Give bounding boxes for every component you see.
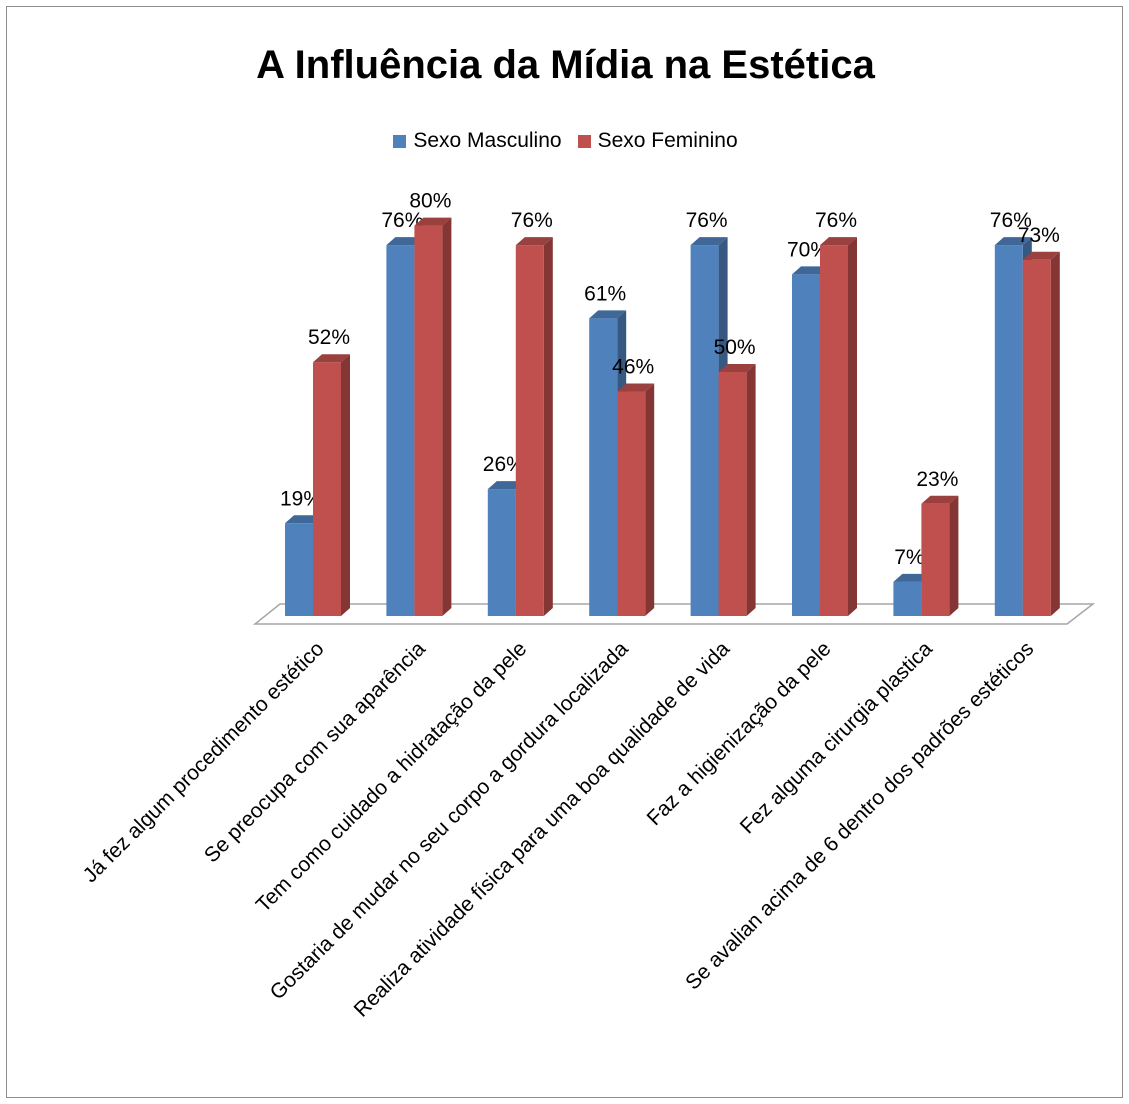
legend-item-masculino: Sexo Masculino (393, 129, 562, 153)
legend-label-feminino: Sexo Feminino (597, 129, 738, 152)
bar-side (442, 217, 452, 616)
bar-group-1: 19% 52% (280, 326, 350, 616)
data-label: 76% (511, 209, 553, 232)
bar-side (949, 495, 959, 616)
bar-group-3: 26% 76% (483, 209, 553, 616)
bar-side (746, 364, 756, 616)
bar-side (645, 383, 655, 616)
legend-label-masculino: Sexo Masculino (413, 129, 562, 152)
bar-front (487, 489, 516, 616)
bar-top (487, 481, 525, 490)
bar-group-8: 76%73% (990, 209, 1060, 616)
category-label-5: Realiza atividade física para uma boa qu… (350, 637, 735, 1022)
bar-group-6: 70%76% (787, 209, 857, 616)
bar-front (718, 372, 747, 616)
data-label: 76% (815, 209, 857, 232)
bar-group-2: 76%80% (381, 190, 451, 616)
chart-title: A Influência da Mídia na Estética (256, 43, 875, 87)
bar-front (893, 581, 922, 616)
legend: Sexo Masculino Sexo Feminino (7, 127, 1124, 155)
legend-item-feminino: Sexo Feminino (577, 129, 738, 153)
data-label: 50% (714, 336, 756, 359)
bar-feminino-1 (313, 354, 350, 616)
bar-top (515, 237, 553, 246)
bar-top (921, 495, 959, 504)
data-label: 46% (612, 356, 654, 379)
chart-floor (252, 603, 1096, 625)
data-label: 26% (483, 453, 525, 476)
bar-top (386, 237, 424, 246)
bar-top (820, 237, 857, 246)
bar-group-4: 61% 46% (584, 282, 654, 616)
bar-front (820, 245, 848, 616)
category-label-4: Gostaria de mudar no seu corpo a gordura… (266, 637, 633, 1004)
bar-top (617, 383, 655, 392)
legend-swatch-masculino (393, 134, 407, 148)
bar-feminino-6 (820, 237, 857, 616)
data-label: 76% (686, 209, 728, 232)
category-label-7: Fez alguma cirurgia plastica (736, 637, 937, 838)
bar-front (792, 274, 820, 616)
data-label: 76% (381, 209, 423, 232)
bar-front (589, 318, 618, 616)
legend-swatch-feminino (577, 134, 591, 148)
data-label: 73% (1018, 224, 1060, 247)
data-label: 7% (894, 546, 924, 569)
bar-top (589, 310, 627, 319)
bar-front (1022, 259, 1051, 616)
bar-front (386, 245, 415, 616)
bar-front (414, 225, 443, 616)
bar-front (690, 245, 719, 616)
bar-top (414, 217, 452, 226)
bar-front (515, 245, 544, 616)
bar-feminino-8 (1022, 251, 1060, 616)
data-label: 61% (584, 282, 626, 305)
bar-feminino-4 (617, 383, 655, 616)
bar-top (718, 364, 756, 372)
data-label: 19% (280, 487, 322, 510)
bar-top (994, 237, 1032, 246)
bar-front (921, 503, 950, 616)
bar-group-5: 76% 50% (686, 209, 756, 616)
category-label-8: Se avalian acima de 6 dentro dos padrões… (681, 637, 1038, 994)
bar-side (848, 237, 857, 616)
category-label-6: Faz a higienização da pele (643, 637, 836, 830)
bar-feminino-2 (414, 217, 452, 616)
bar-front (994, 245, 1023, 616)
bar-front (617, 391, 646, 616)
bar-front (285, 523, 313, 616)
data-label: 80% (409, 190, 451, 213)
bar-feminino-3 (515, 237, 553, 616)
bar-front (313, 362, 341, 616)
bar-masculino-7 (893, 573, 931, 616)
bar-top (285, 515, 322, 524)
bar-top (313, 354, 350, 363)
bar-feminino-5 (718, 364, 756, 616)
bar-top (893, 573, 931, 582)
bar-group-7: 7% 23% (893, 468, 958, 616)
bar-side (1050, 251, 1060, 616)
data-label: 76% (990, 209, 1032, 232)
bar-top (690, 237, 728, 246)
data-label: 52% (308, 326, 350, 349)
bar-top (1022, 251, 1060, 260)
bar-side (341, 354, 350, 616)
data-label: 70% (787, 238, 829, 261)
bar-feminino-7 (921, 495, 959, 616)
data-label: 23% (916, 468, 958, 491)
bar-side (543, 237, 553, 616)
bar-top (792, 266, 829, 275)
category-label-2: Se preocupa com sua aparência (200, 637, 430, 867)
